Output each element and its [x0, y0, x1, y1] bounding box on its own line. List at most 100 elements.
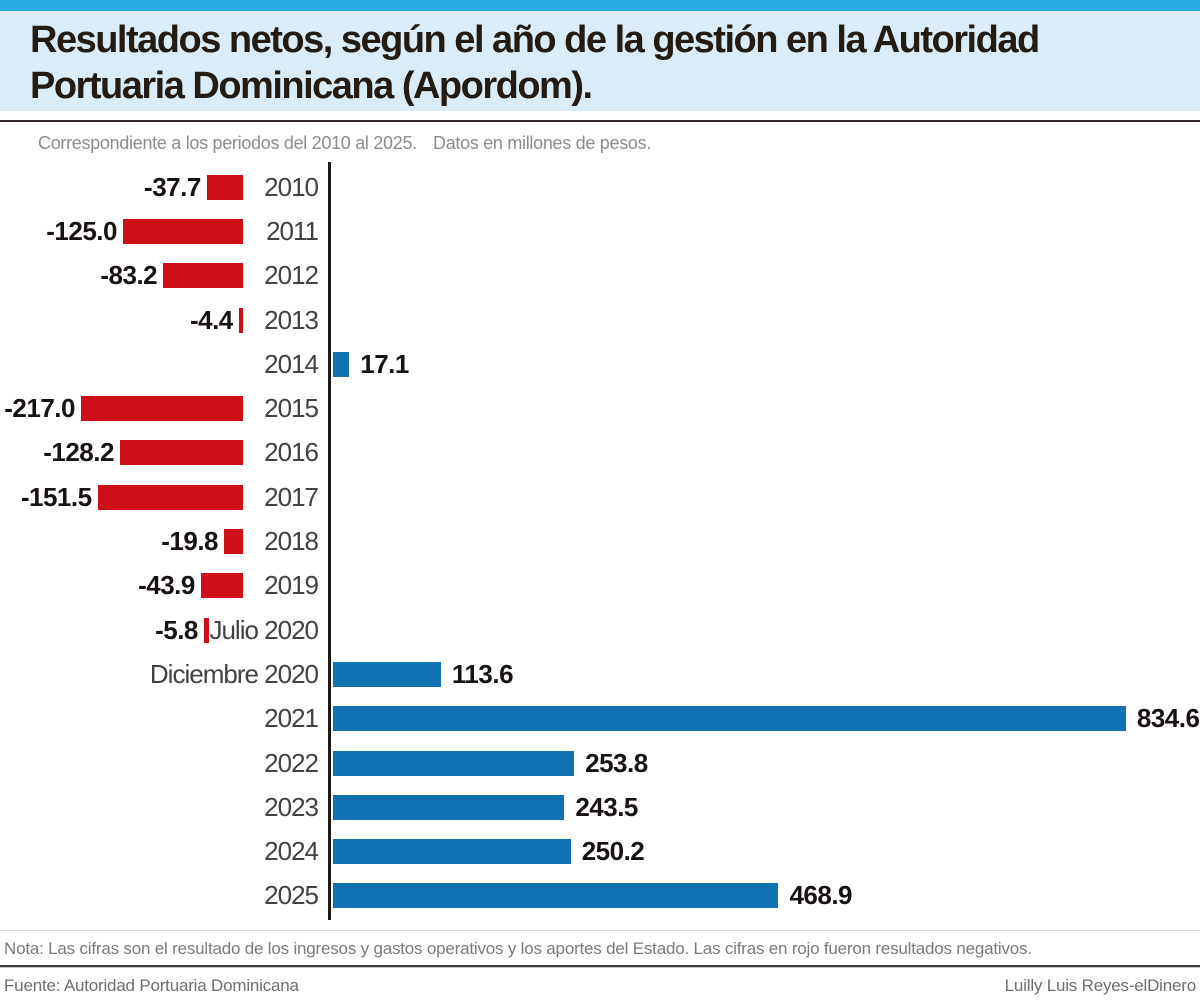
- footer: Fuente: Autoridad Portuaria Dominicana L…: [4, 976, 1196, 996]
- positive-bar: [333, 351, 350, 377]
- negative-bar: [206, 174, 243, 200]
- positive-bar: [333, 839, 571, 865]
- chart-row: 2021 834.6: [0, 697, 1200, 741]
- row-left-zone: -83.2 2012: [0, 260, 330, 291]
- header-divider: [0, 120, 1200, 122]
- chart-title: Resultados netos, según el año de la ges…: [30, 19, 1040, 107]
- category-label: 2019: [264, 570, 319, 601]
- chart-row: 2024 250.2: [0, 829, 1200, 873]
- row-right-zone: 250.2: [330, 836, 1200, 867]
- negative-bar: [200, 573, 243, 599]
- value-label: 250.2: [581, 836, 645, 867]
- positive-bar: [333, 883, 779, 909]
- category-label: 2025: [264, 880, 319, 911]
- chart-row: 2023 243.5: [0, 785, 1200, 829]
- negative-bar: [163, 263, 243, 289]
- value-label: 243.5: [575, 791, 638, 822]
- value-label: 468.9: [789, 880, 853, 911]
- category-label: Diciembre 2020: [149, 658, 319, 689]
- row-right-zone: 113.6: [330, 659, 1200, 690]
- positive-bar: [333, 661, 441, 687]
- chart-row: -128.2 2016: [0, 431, 1200, 475]
- row-left-zone: 2022: [0, 748, 330, 779]
- value-label: -4.4: [189, 304, 233, 335]
- row-left-zone: -125.0 2011: [0, 216, 330, 247]
- chart-note: Nota: Las cifras son el resultado de los…: [4, 939, 1032, 958]
- chart-row: -125.0 2011: [0, 209, 1200, 253]
- positive-bar: [333, 794, 565, 820]
- category-label: Julio 2020: [209, 614, 319, 645]
- row-right-zone: 253.8: [330, 748, 1200, 779]
- value-label: 253.8: [585, 747, 648, 778]
- bar-chart: -37.7 2010 -125.0 2011 -83.2 2012 -4.4 2013 2014…: [0, 162, 1200, 920]
- category-label: 2015: [264, 393, 319, 424]
- row-right-zone: 17.1: [330, 349, 1200, 380]
- row-left-zone: -4.4 2013: [0, 305, 330, 336]
- credit-label: Luilly Luis Reyes-elDinero: [1004, 976, 1197, 995]
- subtitle-units: Datos en millones de pesos.: [433, 133, 652, 153]
- value-label: -217.0: [4, 393, 75, 424]
- negative-bar: [97, 484, 243, 510]
- row-left-zone: 2024: [0, 836, 330, 867]
- negative-bar: [119, 440, 243, 466]
- row-left-zone: 2014: [0, 349, 330, 380]
- row-left-zone: 2025: [0, 880, 330, 911]
- chart-row: -19.8 2018: [0, 519, 1200, 563]
- value-label: -151.5: [20, 481, 92, 512]
- chart-row: 2014 17.1: [0, 342, 1200, 386]
- chart-row: -151.5 2017: [0, 475, 1200, 519]
- positive-bar: [333, 750, 575, 776]
- chart-rows: -37.7 2010 -125.0 2011 -83.2 2012 -4.4 2013 2014…: [0, 165, 1200, 918]
- chart-row: -83.2 2012: [0, 254, 1200, 298]
- category-label: 2012: [264, 260, 319, 291]
- chart-row: -37.7 2010: [0, 165, 1200, 209]
- row-left-zone: -19.8 2018: [0, 526, 330, 557]
- source-label: Fuente: Autoridad Portuaria Dominicana: [4, 976, 299, 995]
- row-left-zone: 2021: [0, 703, 330, 734]
- value-label: -19.8: [161, 526, 218, 557]
- row-right-zone: 243.5: [330, 792, 1200, 823]
- row-left-zone: -128.2 2016: [0, 437, 330, 468]
- note-divider: [0, 930, 1200, 931]
- category-label: 2017: [264, 481, 319, 512]
- category-label: 2010: [264, 171, 319, 202]
- value-label: -128.2: [43, 437, 114, 468]
- value-label: 834.6: [1136, 703, 1200, 734]
- row-left-zone: -217.0 2015: [0, 393, 330, 424]
- category-label: 2018: [264, 526, 319, 557]
- row-left-zone: Diciembre 2020: [0, 659, 330, 690]
- row-left-zone: 2023: [0, 792, 330, 823]
- chart-row: 2025 468.9: [0, 874, 1200, 918]
- chart-row: -4.4 2013: [0, 298, 1200, 342]
- header: Resultados netos, según el año de la ges…: [0, 11, 1200, 111]
- negative-bar: [238, 307, 243, 333]
- value-label: 17.1: [360, 348, 409, 379]
- value-label: -5.8: [155, 614, 198, 645]
- top-accent-bar: [0, 0, 1200, 11]
- value-label: -43.9: [138, 570, 195, 601]
- category-label: 2016: [264, 437, 319, 468]
- value-label: 113.6: [451, 658, 514, 689]
- negative-bar: [81, 396, 243, 422]
- row-left-zone: -5.8 Julio 2020: [0, 615, 330, 646]
- row-left-zone: -43.9 2019: [0, 570, 330, 601]
- axis-baseline: [328, 162, 331, 920]
- category-label: 2022: [264, 747, 319, 778]
- category-label: 2014: [264, 348, 319, 379]
- category-label: 2011: [266, 215, 319, 246]
- chart-row: Diciembre 2020 113.6: [0, 652, 1200, 696]
- subtitle-row: Correspondiente a los periodos del 2010 …: [0, 133, 1200, 155]
- category-label: 2021: [264, 703, 319, 734]
- category-label: 2013: [264, 304, 319, 335]
- value-label: -83.2: [100, 260, 158, 291]
- row-left-zone: -37.7 2010: [0, 172, 330, 203]
- value-label: -37.7: [144, 171, 201, 202]
- row-right-zone: 468.9: [330, 880, 1200, 911]
- row-right-zone: 834.6: [330, 703, 1200, 734]
- negative-bar: [224, 529, 243, 555]
- row-left-zone: -151.5 2017: [0, 482, 330, 513]
- chart-row: -5.8 Julio 2020: [0, 608, 1200, 652]
- category-label: 2023: [264, 791, 319, 822]
- positive-bar: [333, 706, 1126, 732]
